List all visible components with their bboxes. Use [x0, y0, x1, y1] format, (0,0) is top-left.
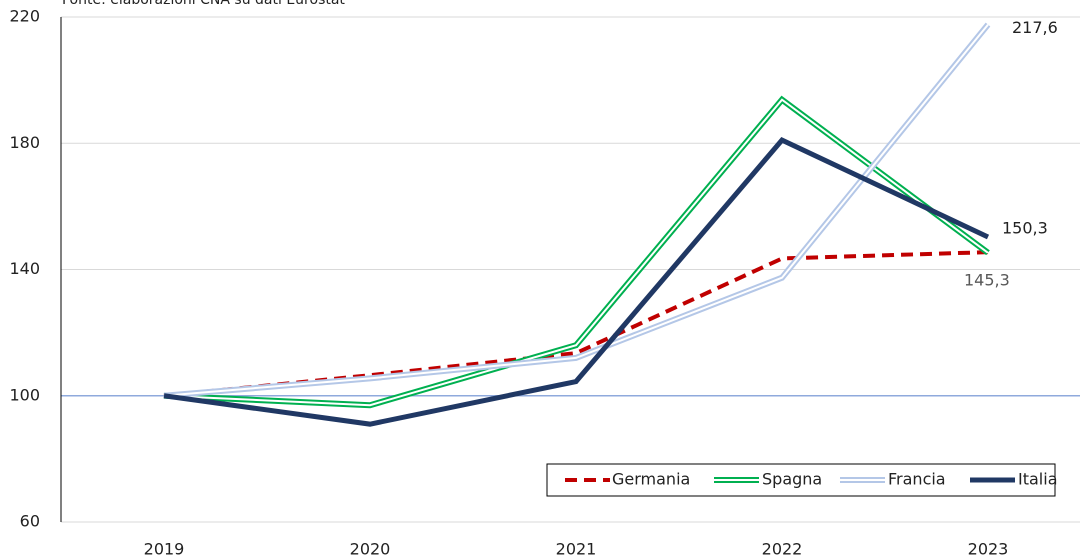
legend: Germania Spagna Francia Italia	[546, 463, 1058, 497]
series-line	[163, 22, 991, 399]
legend-label: Italia	[1018, 470, 1058, 489]
y-tick-label: 140	[9, 259, 40, 278]
series-line	[163, 137, 990, 427]
legend-label: Germania	[612, 470, 690, 489]
series	[163, 137, 990, 427]
x-tick-label: 2023	[968, 540, 1009, 559]
y-tick-label: 60	[20, 512, 40, 531]
data-label: 145,3	[964, 270, 1010, 289]
data-label: 217,6	[1012, 18, 1058, 37]
series-line-inner	[163, 23, 989, 397]
chart-subtitle: Fonte: elaborazioni CNA su dati Eurostat	[62, 0, 345, 8]
y-tick-label: 220	[9, 7, 40, 26]
series-line-inner	[163, 98, 989, 407]
x-tick-label: 2020	[350, 540, 391, 559]
y-tick-label: 100	[9, 385, 40, 404]
series	[163, 250, 989, 398]
series	[163, 95, 990, 409]
x-tick-label: 2022	[762, 540, 803, 559]
series-line	[163, 250, 989, 398]
legend-label: Spagna	[762, 470, 822, 489]
y-tick-label: 180	[9, 133, 40, 152]
data-label: 150,3	[1002, 218, 1048, 237]
x-tick-label: 2019	[144, 540, 185, 559]
x-tick-label: 2021	[556, 540, 597, 559]
legend-label: Francia	[888, 470, 946, 489]
series	[163, 22, 991, 399]
